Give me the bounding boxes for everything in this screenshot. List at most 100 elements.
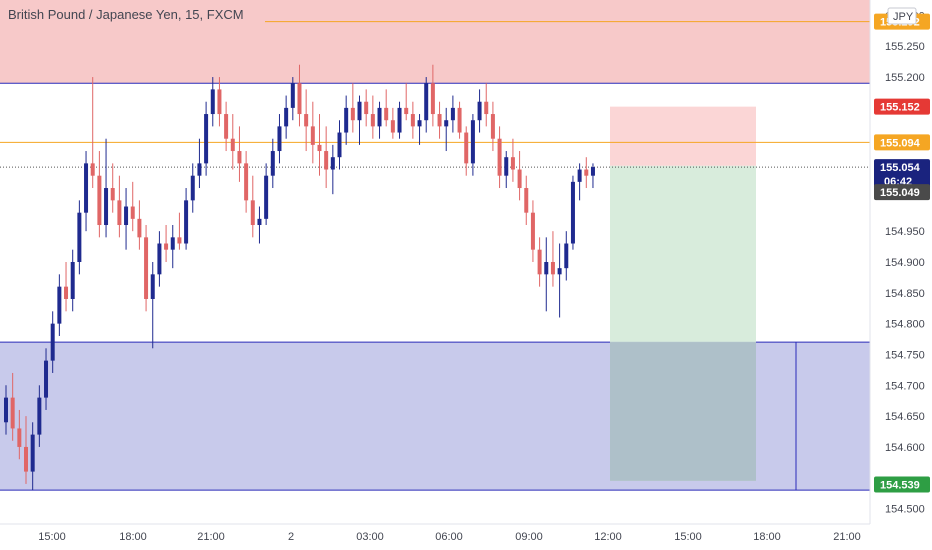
supply-zone (0, 0, 870, 84)
candle (524, 175, 529, 226)
bid-price-badge-text: 155.049 (880, 187, 920, 199)
target-price-badge (874, 476, 930, 493)
candle (57, 274, 62, 336)
candle (284, 95, 289, 139)
candle (324, 126, 329, 189)
candle (304, 89, 309, 152)
candle-body (4, 397, 8, 423)
candle-body (390, 120, 395, 133)
x-tick-label: 03:00 (356, 531, 384, 543)
candle-body (464, 132, 469, 164)
candle-body (177, 237, 182, 244)
candle-body (190, 175, 195, 201)
candle (504, 151, 509, 189)
candle-body (37, 397, 42, 435)
current-price-badge (874, 159, 930, 190)
candle-body (117, 200, 122, 226)
candle (444, 107, 449, 152)
currency-badge[interactable] (887, 7, 917, 25)
candle (117, 175, 122, 238)
candle-body (97, 175, 102, 226)
candle (264, 163, 269, 226)
x-tick-label: 2 (288, 531, 294, 543)
candle (390, 107, 395, 139)
candle (430, 64, 435, 127)
candle (10, 372, 15, 441)
candle-body (384, 107, 389, 121)
candle (150, 262, 155, 349)
candle-body (64, 286, 69, 299)
x-tick-label: 09:00 (515, 531, 543, 543)
candle-body (150, 274, 155, 299)
candle-body (297, 83, 302, 115)
candle-body (184, 200, 189, 244)
candle-body (557, 268, 562, 275)
candle (397, 101, 402, 139)
candle (190, 163, 195, 213)
y-tick-label: 154.750 (885, 349, 925, 361)
candle-body (70, 262, 75, 299)
candle-body (257, 218, 262, 226)
candle-body (230, 138, 235, 152)
candle (277, 114, 282, 164)
candle (330, 144, 335, 195)
target-price-badge-text: 154.539 (880, 480, 920, 492)
candle (404, 83, 409, 121)
candle (237, 126, 242, 182)
y-tick-label: 154.800 (885, 319, 925, 331)
candle (157, 231, 162, 287)
candle (184, 188, 189, 250)
take-profit-demand-overlap (610, 342, 756, 481)
candle-body (484, 101, 489, 115)
y-tick-label: 155.250 (885, 41, 925, 53)
candle-body (530, 212, 535, 250)
candle-body (284, 107, 289, 127)
candle (30, 422, 35, 491)
candle (164, 225, 169, 262)
stop-loss-box[interactable] (610, 106, 756, 166)
candle-body (124, 206, 129, 226)
candle-body (537, 249, 542, 275)
candle (104, 138, 109, 238)
candle-body (370, 114, 375, 127)
candle (497, 126, 502, 189)
candle (470, 114, 475, 176)
candle (50, 311, 55, 373)
candle (290, 77, 295, 121)
candle-body (310, 126, 315, 145)
candle-body (364, 101, 369, 115)
candle-body (104, 188, 109, 226)
candle-body (317, 144, 322, 152)
candle (4, 385, 8, 435)
candle (590, 163, 595, 189)
candle (310, 101, 315, 164)
candle-body (324, 151, 329, 170)
candle (44, 348, 49, 410)
candle-body (457, 107, 462, 133)
candle (64, 262, 69, 312)
candle (77, 200, 82, 275)
candle-body (410, 114, 415, 127)
candle (110, 163, 115, 213)
y-tick-label: 154.950 (885, 226, 925, 238)
candle-body (357, 101, 362, 121)
position-tool[interactable] (610, 106, 756, 481)
candle (544, 237, 549, 312)
candle-body (50, 323, 55, 361)
candle (250, 175, 255, 238)
candle-body (277, 126, 282, 152)
candle (97, 151, 102, 238)
candle (170, 225, 175, 269)
candle-body (264, 175, 269, 219)
candle-body (330, 157, 335, 170)
chart-title: British Pound / Japanese Yen, 15, FXCM (8, 7, 244, 22)
candle-body (57, 286, 62, 324)
candle-body (524, 188, 529, 213)
x-tick-label: 21:00 (197, 531, 225, 543)
candle (210, 77, 215, 127)
price-axis-background (870, 0, 932, 550)
candle (344, 95, 349, 145)
candlestick-series (4, 64, 595, 491)
candle-body (437, 114, 442, 127)
